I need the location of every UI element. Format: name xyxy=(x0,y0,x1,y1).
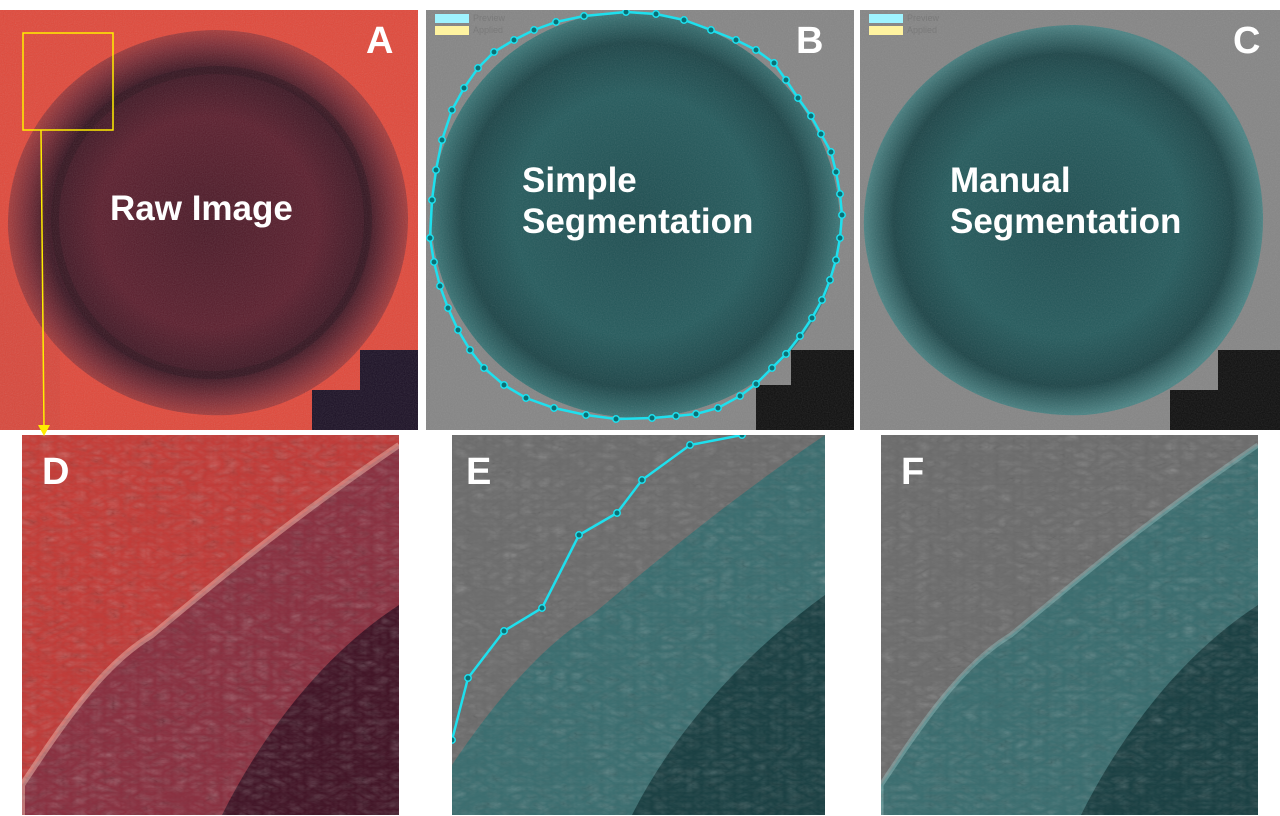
contour-vertex[interactable] xyxy=(538,604,546,612)
contour-vertex[interactable] xyxy=(638,476,646,484)
panel-letter: A xyxy=(366,20,394,62)
zoom-manual-picture xyxy=(881,435,1258,815)
panel-letter: B xyxy=(796,20,824,62)
legend-applied-label: Applied xyxy=(473,24,504,35)
contour-vertex[interactable] xyxy=(612,415,620,423)
contour-vertex[interactable] xyxy=(490,48,498,56)
panel-letter: F xyxy=(901,451,925,493)
contour-vertex[interactable] xyxy=(500,627,508,635)
caption-line: Segmentation xyxy=(950,202,1182,242)
contour-vertex[interactable] xyxy=(808,314,816,322)
contour-vertex[interactable] xyxy=(474,64,482,72)
zoom-region-box xyxy=(22,32,114,131)
contour-vertex[interactable] xyxy=(796,332,804,340)
panel-caption: Manual Segmentation xyxy=(950,160,1181,243)
contour-vertex[interactable] xyxy=(530,26,538,34)
contour-vertex[interactable] xyxy=(782,350,790,358)
contour-vertex[interactable] xyxy=(692,410,700,418)
applied-swatch xyxy=(434,24,470,36)
zoom-raw-picture xyxy=(22,435,399,815)
contour-vertex[interactable] xyxy=(622,10,630,16)
contour-vertex[interactable] xyxy=(707,26,715,34)
contour-vertex[interactable] xyxy=(827,148,835,156)
caption-line: Manual xyxy=(950,161,1071,200)
contour-vertex[interactable] xyxy=(522,394,530,402)
contour-vertex[interactable] xyxy=(736,392,744,400)
preview-swatch xyxy=(434,12,470,24)
contour-vertex[interactable] xyxy=(738,435,746,439)
contour-vertex[interactable] xyxy=(430,258,438,266)
caption-line: Segmentation xyxy=(522,202,754,242)
contour-vertex[interactable] xyxy=(807,112,815,120)
simple-segmentation-contour xyxy=(426,10,846,423)
contour-vertex[interactable] xyxy=(436,282,444,290)
contour-vertex[interactable] xyxy=(836,234,844,242)
legend: Preview Applied xyxy=(868,12,939,36)
contour-vertex[interactable] xyxy=(838,211,846,219)
contour-vertex[interactable] xyxy=(460,84,468,92)
contour-vertex[interactable] xyxy=(444,304,452,312)
contour-vertex[interactable] xyxy=(500,381,508,389)
contour-vertex[interactable] xyxy=(452,736,456,744)
contour-vertex[interactable] xyxy=(582,411,590,419)
panel-f-zoom-manual-segmentation: F xyxy=(881,435,1258,815)
contour-vertex[interactable] xyxy=(428,196,436,204)
contour-vertex[interactable] xyxy=(832,256,840,264)
contour-vertex[interactable] xyxy=(794,94,802,102)
contour-vertex[interactable] xyxy=(686,441,694,449)
contour-vertex[interactable] xyxy=(464,674,472,682)
contour-vertex[interactable] xyxy=(613,509,621,517)
contour-vertex[interactable] xyxy=(575,531,583,539)
contour-vertex[interactable] xyxy=(826,276,834,284)
contour-vertex[interactable] xyxy=(552,18,560,26)
panel-a-raw-image: A Raw Image xyxy=(0,10,418,430)
panel-letter: E xyxy=(466,451,492,493)
contour-vertex[interactable] xyxy=(426,234,434,242)
contour-vertex[interactable] xyxy=(432,166,440,174)
contour-vertex[interactable] xyxy=(732,36,740,44)
panel-letter: C xyxy=(1233,20,1261,62)
simple-segmentation-picture xyxy=(426,10,854,430)
contour-vertex[interactable] xyxy=(818,296,826,304)
panel-d-zoom-raw: D xyxy=(22,435,399,815)
contour-vertex[interactable] xyxy=(782,76,790,84)
contour-vertex[interactable] xyxy=(580,12,588,20)
panel-c-manual-segmentation: Preview Applied C Manual Segmentation xyxy=(860,10,1280,430)
contour-vertex[interactable] xyxy=(680,16,688,24)
zoom-simple-contour xyxy=(452,435,746,744)
caption-line: Simple xyxy=(522,161,637,200)
legend-preview-label: Preview xyxy=(473,12,506,23)
contour-vertex[interactable] xyxy=(672,412,680,420)
contour-vertex[interactable] xyxy=(466,346,474,354)
manual-segmentation-picture xyxy=(860,10,1280,430)
panel-b-simple-segmentation: Preview Applied B Simple Segmentation xyxy=(426,10,854,430)
contour-vertex[interactable] xyxy=(550,404,558,412)
contour-vertex[interactable] xyxy=(752,46,760,54)
panel-caption: Simple Segmentation xyxy=(522,160,753,243)
contour-vertex[interactable] xyxy=(832,168,840,176)
legend-preview-label: Preview xyxy=(907,12,940,23)
contour-vertex[interactable] xyxy=(438,136,446,144)
applied-swatch xyxy=(868,24,904,36)
contour-line xyxy=(452,435,743,741)
panel-letter: D xyxy=(42,451,70,493)
contour-vertex[interactable] xyxy=(817,130,825,138)
contour-vertex[interactable] xyxy=(770,59,778,67)
contour-vertex[interactable] xyxy=(652,10,660,18)
legend-applied-label: Applied xyxy=(907,24,938,35)
preview-swatch xyxy=(868,12,904,24)
contour-vertex[interactable] xyxy=(752,380,760,388)
contour-vertex[interactable] xyxy=(510,36,518,44)
contour-vertex[interactable] xyxy=(454,326,462,334)
contour-vertex[interactable] xyxy=(836,190,844,198)
panel-e-zoom-simple-segmentation: E xyxy=(452,435,825,815)
legend: Preview Applied xyxy=(434,12,505,36)
raw-image-picture xyxy=(0,10,418,430)
contour-vertex[interactable] xyxy=(768,364,776,372)
contour-vertex[interactable] xyxy=(448,106,456,114)
contour-vertex[interactable] xyxy=(714,404,722,412)
contour-vertex[interactable] xyxy=(480,364,488,372)
contour-vertex[interactable] xyxy=(648,414,656,422)
panel-caption: Raw Image xyxy=(110,189,293,228)
